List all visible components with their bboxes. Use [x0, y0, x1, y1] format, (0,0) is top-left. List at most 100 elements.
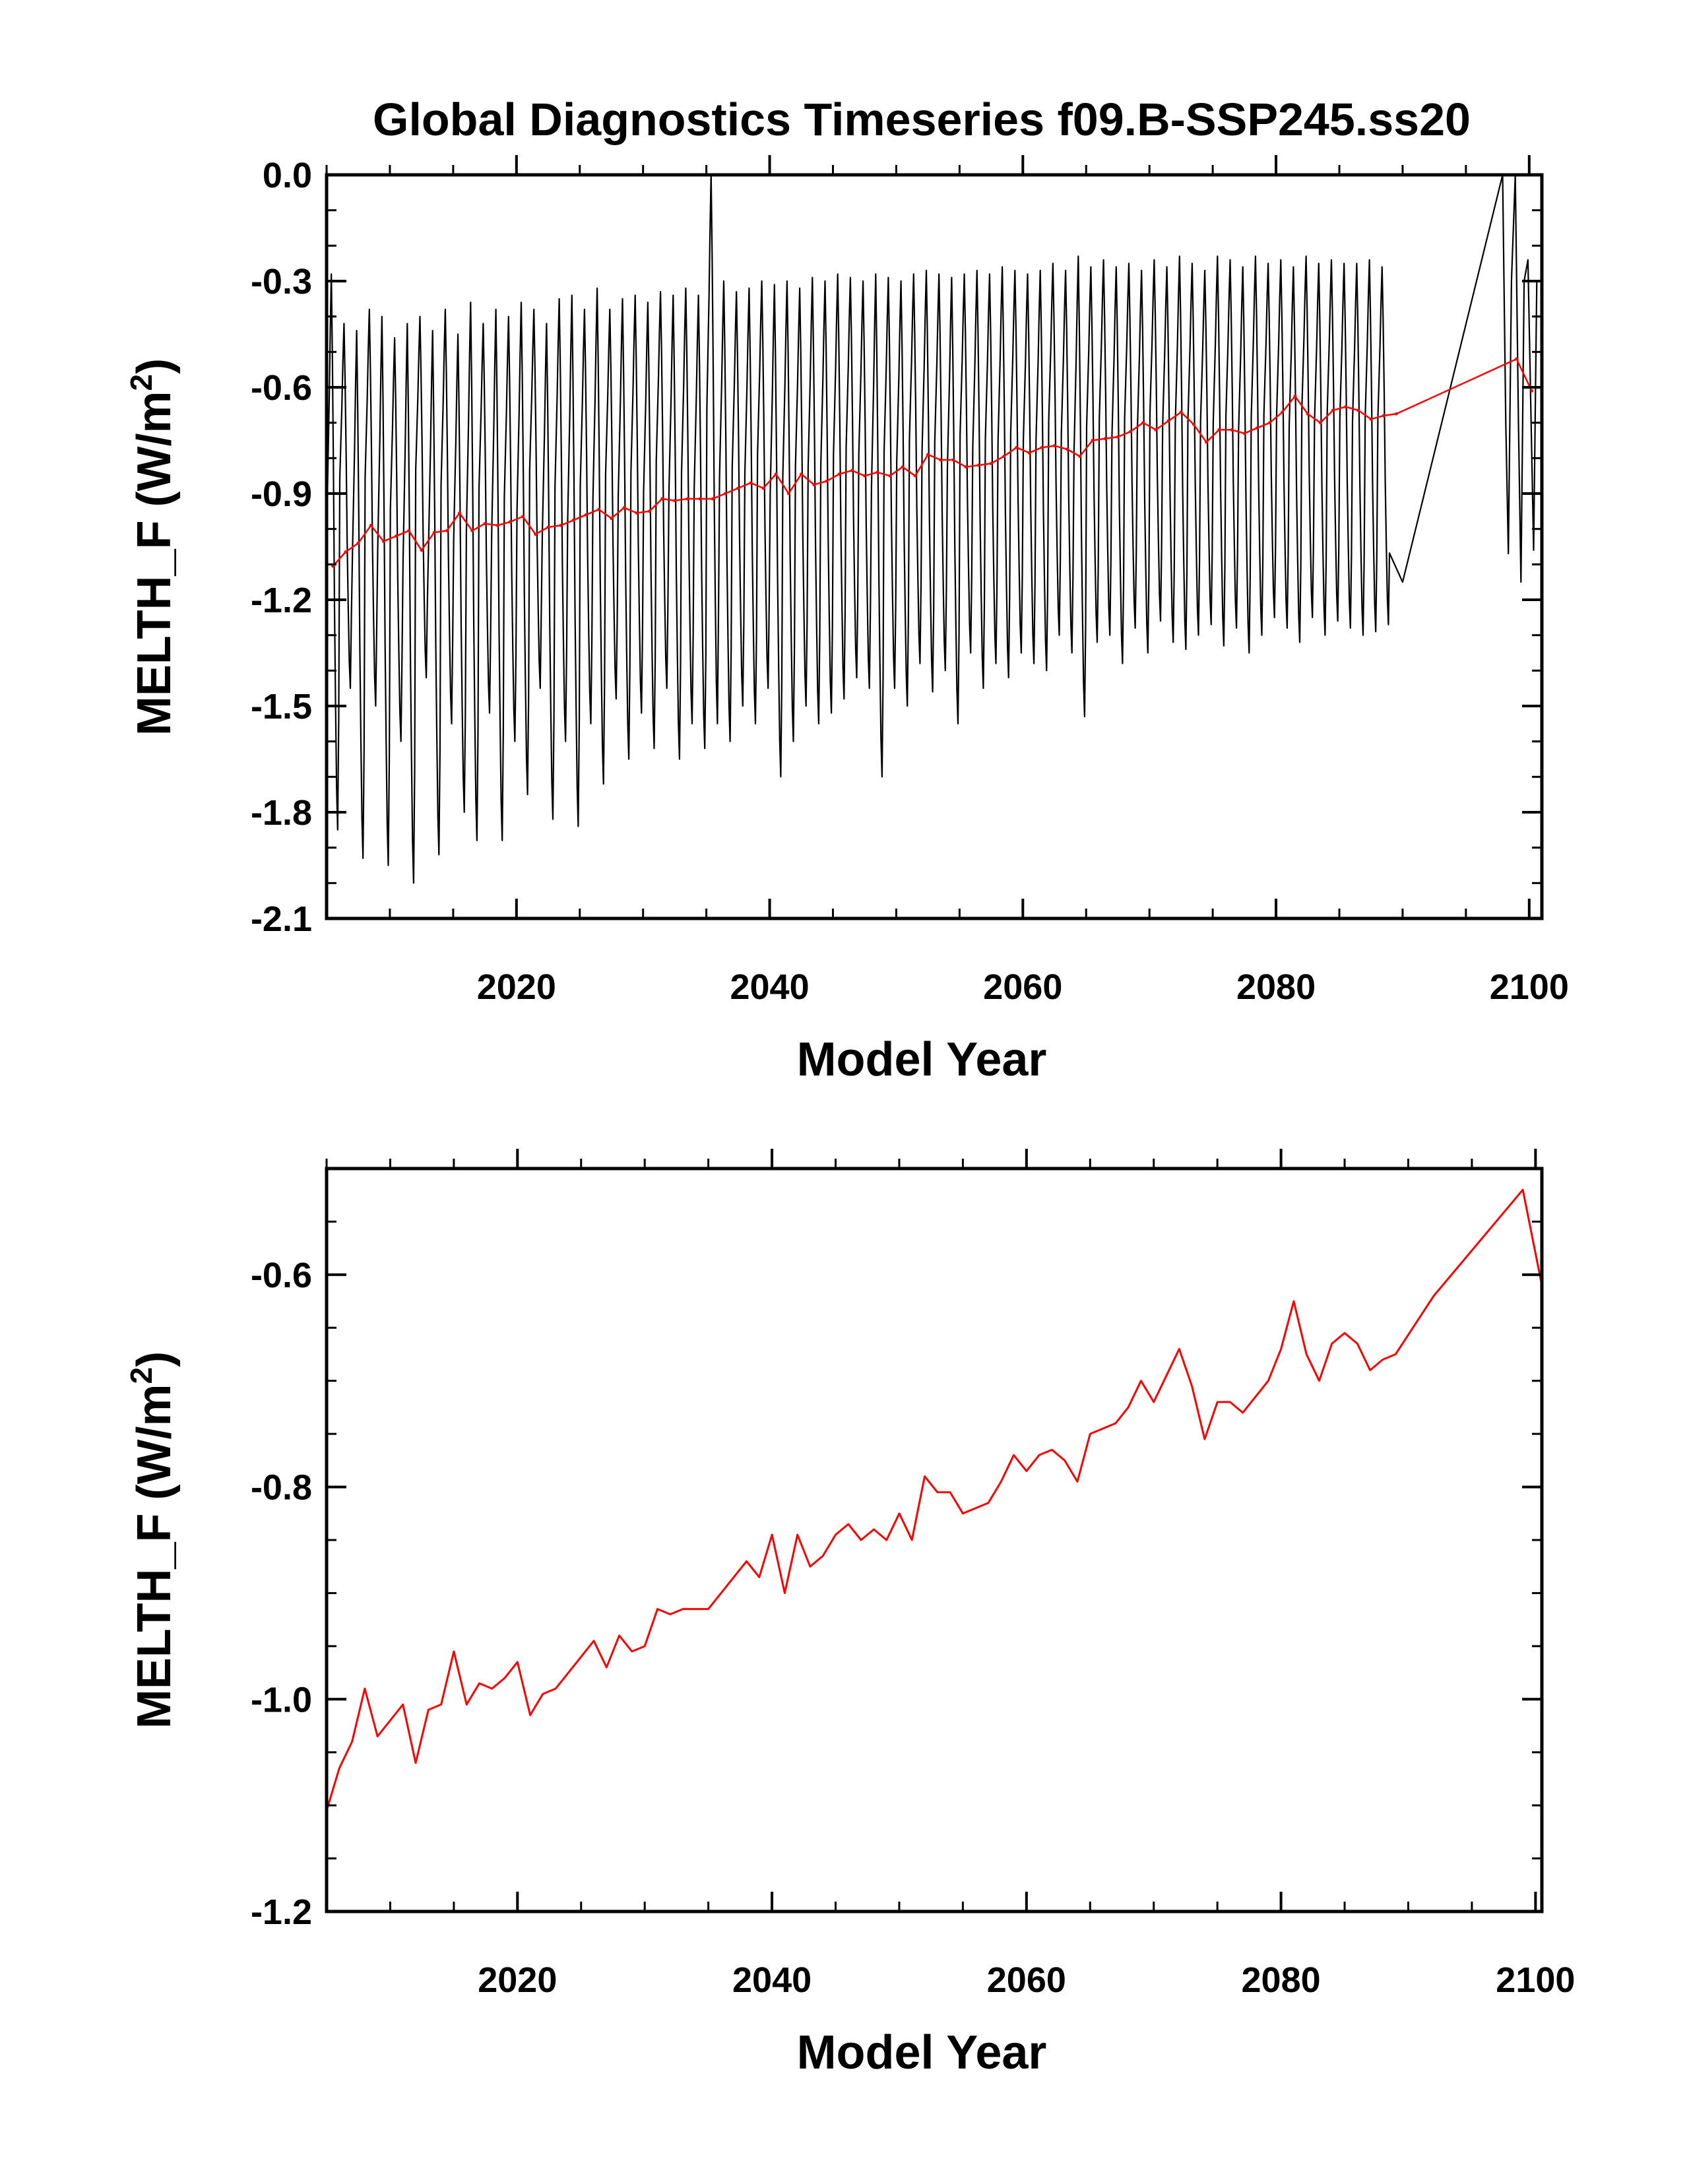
annual-mean-point	[559, 523, 563, 527]
annual-mean-point	[1091, 439, 1095, 442]
top-xtick-label-3: 2080	[1236, 967, 1316, 1007]
annual-mean-line	[331, 357, 1534, 568]
bottom-xtick-label-2: 2060	[987, 1960, 1066, 2000]
annual-mean-point	[647, 509, 651, 513]
annual-mean-point	[369, 523, 373, 527]
annual-mean-point	[483, 522, 487, 526]
annual-mean-point	[736, 486, 740, 490]
top-y-axis-title: MELTH_F (W/m2)	[124, 358, 181, 736]
annual-mean-point	[913, 474, 917, 478]
top-x-axis-title: Model Year	[797, 1033, 1047, 1086]
annual-mean-point	[622, 506, 626, 509]
bottom-xtick-label-0: 2020	[478, 1960, 557, 2000]
annual-mean-point	[1530, 389, 1534, 393]
annual-mean-point	[1293, 395, 1297, 398]
annual-mean-point	[660, 497, 664, 501]
top-ytick-label-7: -2.1	[251, 899, 312, 939]
annual-mean-point	[698, 497, 702, 501]
annual-mean-point	[926, 453, 930, 457]
top-ytick-label-6: -1.8	[251, 793, 312, 833]
annual-mean-point	[1179, 410, 1183, 414]
annual-mean-point	[1515, 357, 1519, 361]
top-ytick-label-2: -0.6	[251, 368, 312, 408]
annual-mean-point	[774, 472, 778, 476]
annual-mean-point	[1281, 410, 1285, 414]
annual-mean-point	[1356, 408, 1360, 412]
annual-mean-point	[395, 534, 398, 538]
annual-mean-point	[1002, 455, 1005, 459]
bottom-y-ticks: -0.6 -0.8 -1.0 -1.2	[251, 1167, 1542, 1932]
bottom-xtick-label-3: 2080	[1242, 1960, 1321, 2000]
top-xtick-label-2: 2060	[983, 967, 1062, 1007]
top-panel: 2020 2040 2060 2080 2100 0.0 -0.3 -0.6 -0.9 -1.2…	[124, 155, 1569, 1086]
annual-mean-point	[1015, 445, 1019, 449]
annual-mean-point	[812, 483, 816, 486]
bottom-xtick-label-4: 2100	[1496, 1960, 1575, 2000]
annual-mean-point	[749, 481, 753, 485]
annual-mean-point	[1052, 444, 1056, 447]
annual-mean-point	[1040, 445, 1044, 449]
bottom-ytick-label-2: -1.0	[251, 1680, 312, 1719]
annual-mean-point	[508, 520, 512, 524]
annual-mean-point	[407, 529, 411, 532]
annual-mean-point	[381, 540, 385, 543]
annual-mean-point	[1116, 435, 1120, 439]
annual-mean-path-bottom	[325, 1188, 1543, 1811]
annual-mean-point	[610, 517, 614, 520]
annual-mean-point	[584, 513, 588, 517]
bottom-y-axis-title-sup: 2	[124, 1367, 158, 1384]
annual-mean-point	[495, 523, 499, 527]
annual-mean-point	[989, 461, 993, 465]
annual-mean-point	[420, 548, 424, 552]
annual-mean-point	[470, 529, 474, 532]
annual-mean-point	[964, 465, 968, 469]
annual-mean-point	[1382, 414, 1386, 418]
bottom-xtick-label-1: 2040	[732, 1960, 812, 2000]
annual-mean-point	[724, 492, 727, 496]
bottom-y-axis-title: MELTH_F (W/m2)	[124, 1351, 181, 1729]
annual-mean-point	[1394, 412, 1398, 416]
top-ytick-label-5: -1.5	[251, 687, 312, 726]
annual-mean-point	[939, 458, 942, 462]
annual-mean-point	[786, 492, 790, 496]
annual-mean-point	[458, 511, 461, 515]
annual-mean-point	[356, 541, 360, 545]
annual-mean-point	[673, 499, 677, 503]
annual-mean-point	[837, 472, 841, 476]
annual-mean-line-bottom	[325, 1188, 1543, 1811]
annual-mean-point	[825, 479, 829, 483]
annual-mean-point	[901, 465, 905, 469]
top-xtick-label-1: 2040	[730, 967, 809, 1007]
annual-mean-point	[1230, 428, 1234, 432]
annual-mean-point	[1242, 432, 1246, 435]
annual-mean-point	[571, 518, 575, 522]
annual-mean-point	[1369, 417, 1373, 421]
annual-mean-point	[1331, 408, 1335, 412]
annual-mean-point	[800, 472, 803, 476]
annual-mean-point	[1166, 419, 1170, 423]
monthly-series-path	[326, 174, 1538, 884]
monthly-series-line	[326, 174, 1538, 884]
top-plot-frame	[325, 173, 1544, 920]
annual-mean-point	[445, 529, 449, 532]
annual-mean-point	[534, 532, 537, 536]
bottom-ytick-label-3: -1.2	[251, 1892, 312, 1932]
bottom-x-axis-title: Model Year	[797, 2026, 1047, 2079]
annual-mean-point	[863, 474, 866, 478]
annual-mean-point	[1078, 455, 1082, 459]
annual-mean-point	[546, 525, 550, 529]
top-ytick-label-0: 0.0	[263, 156, 312, 195]
annual-mean-point	[521, 515, 525, 519]
annual-mean-point	[1268, 421, 1271, 425]
annual-mean-point	[1027, 451, 1031, 455]
annual-mean-point	[761, 486, 765, 490]
annual-mean-point	[976, 463, 980, 467]
top-y-ticks: 0.0 -0.3 -0.6 -0.9 -1.2 -1.5 -1.8 -2.1	[251, 156, 1542, 939]
annual-mean-point	[597, 507, 600, 511]
annual-mean-point	[1344, 405, 1347, 408]
annual-mean-point	[685, 497, 689, 501]
annual-mean-point	[1318, 421, 1322, 425]
bottom-panel: 2020 2040 2060 2080 2100 -0.6 -0.8 -1.0 -1.2 Mo…	[124, 1149, 1575, 2079]
top-xtick-label-4: 2100	[1490, 967, 1569, 1007]
